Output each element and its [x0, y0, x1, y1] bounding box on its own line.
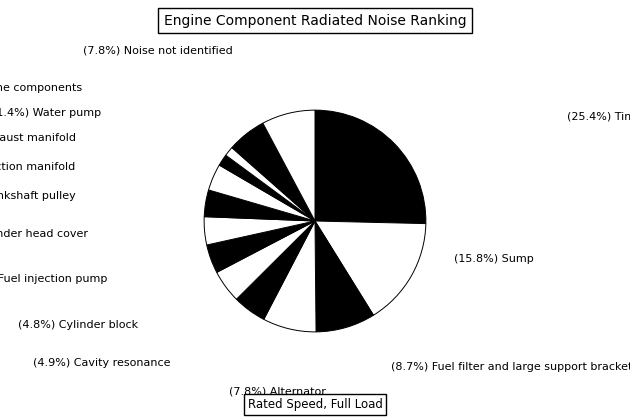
Wedge shape	[209, 165, 315, 221]
Text: (3.9%) Crankshaft pulley: (3.9%) Crankshaft pulley	[0, 191, 76, 201]
Text: (4.9%) Cavity resonance: (4.9%) Cavity resonance	[33, 358, 170, 368]
Text: (1.7%) Exhaust manifold: (1.7%) Exhaust manifold	[0, 133, 76, 143]
Wedge shape	[232, 123, 315, 221]
Wedge shape	[263, 110, 315, 221]
Wedge shape	[204, 190, 315, 221]
Text: (4.8%) Cylinder block: (4.8%) Cylinder block	[18, 320, 139, 330]
Wedge shape	[315, 221, 374, 332]
Text: Engine Component Radiated Noise Ranking: Engine Component Radiated Noise Ranking	[164, 14, 466, 28]
Wedge shape	[264, 221, 316, 332]
Text: (5.7%) Remaining nine components: (5.7%) Remaining nine components	[0, 83, 82, 93]
Text: (8.7%) Fuel filter and large support bracket assembly: (8.7%) Fuel filter and large support bra…	[391, 362, 630, 372]
Wedge shape	[207, 221, 315, 272]
Text: (4.2%) Fuel injection pump: (4.2%) Fuel injection pump	[0, 274, 107, 284]
Text: Rated Speed, Full Load: Rated Speed, Full Load	[248, 398, 382, 411]
Text: (4.1%) Cylinder head cover: (4.1%) Cylinder head cover	[0, 229, 88, 239]
Text: (3.9%) Induction manifold: (3.9%) Induction manifold	[0, 162, 76, 172]
Wedge shape	[226, 148, 315, 221]
Wedge shape	[204, 217, 315, 245]
Wedge shape	[236, 221, 315, 319]
Wedge shape	[217, 221, 315, 299]
Text: (7.8%) Noise not identified: (7.8%) Noise not identified	[83, 45, 233, 55]
Wedge shape	[219, 155, 315, 221]
Text: (1.4%) Water pump: (1.4%) Water pump	[0, 108, 101, 118]
Text: (7.8%) Alternator: (7.8%) Alternator	[229, 387, 326, 397]
Text: (15.8%) Sump: (15.8%) Sump	[454, 254, 534, 264]
Text: (25.4%) Timing case (all parts): (25.4%) Timing case (all parts)	[567, 112, 630, 122]
Wedge shape	[315, 221, 426, 315]
Wedge shape	[315, 110, 426, 224]
